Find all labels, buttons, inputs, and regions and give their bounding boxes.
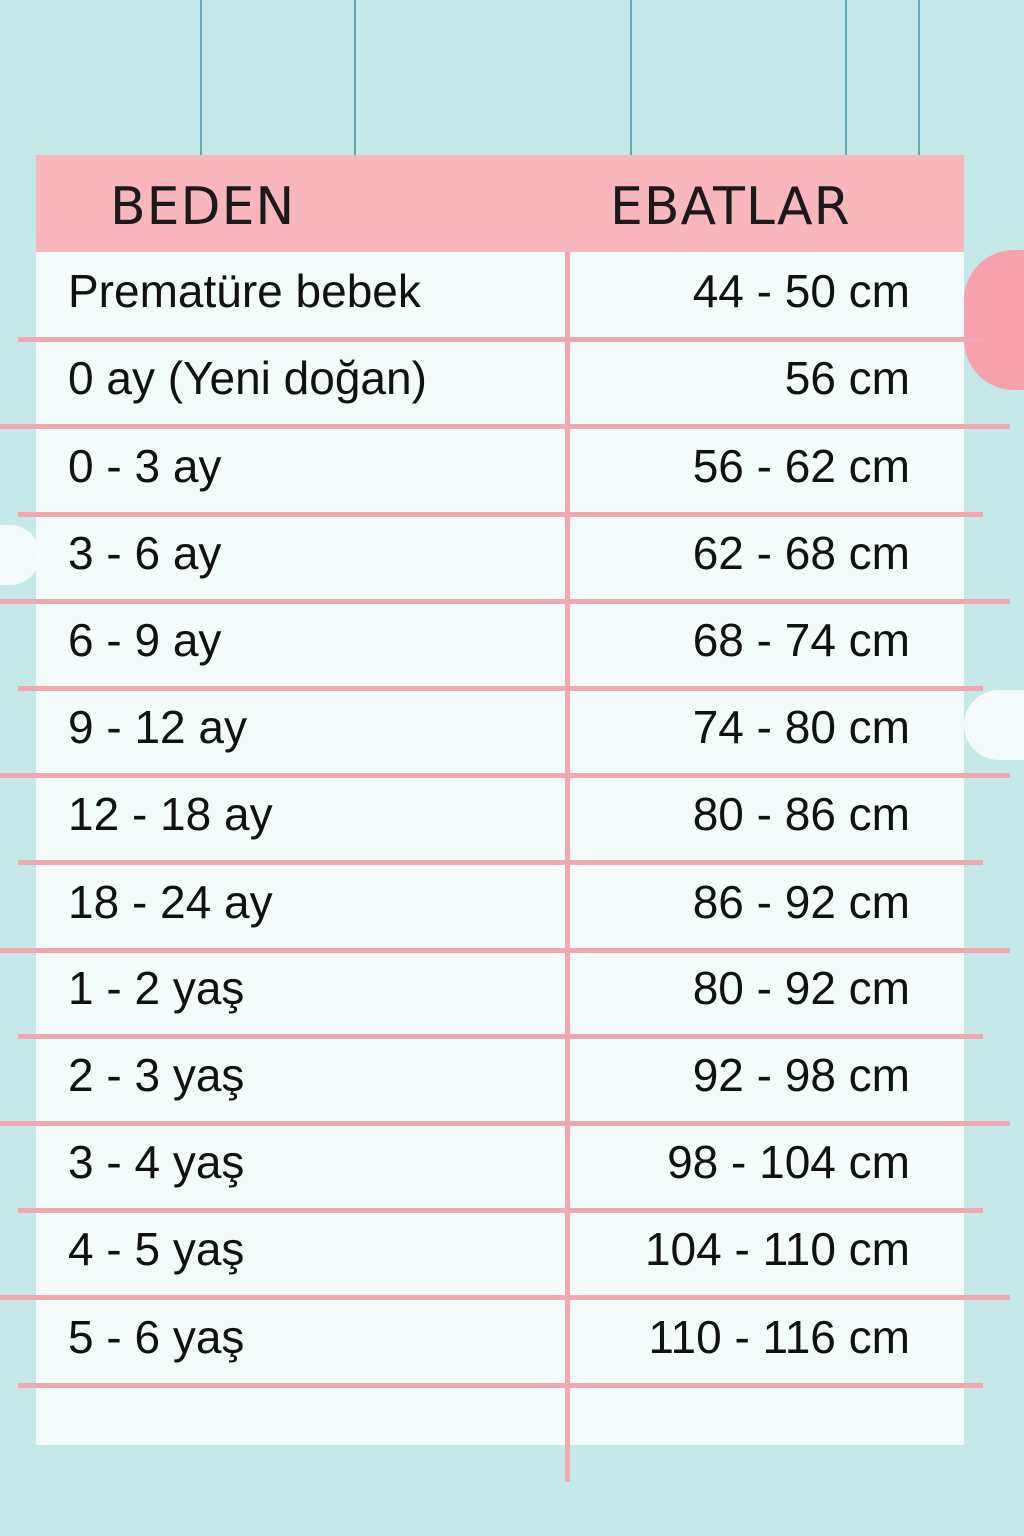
cloud-decoration xyxy=(0,525,40,585)
table-row: 3 - 6 ay 62 - 68 cm xyxy=(36,514,964,601)
table-row: 2 - 3 yaş 92 - 98 cm xyxy=(36,1036,964,1123)
header-size: BEDEN xyxy=(110,177,296,237)
table-row: 0 - 3 ay 56 - 62 cm xyxy=(36,427,964,514)
table-row: 0 ay (Yeni doğan) 56 cm xyxy=(36,339,964,426)
table-row: 5 - 6 yaş 110 - 116 cm xyxy=(36,1298,964,1385)
row-divider xyxy=(0,773,1010,778)
row-divider xyxy=(18,337,983,342)
row-divider xyxy=(18,1034,983,1039)
column-divider xyxy=(565,252,570,1482)
table-row: Prematüre bebek 44 - 50 cm xyxy=(36,252,964,339)
row-divider xyxy=(18,512,983,517)
row-divider xyxy=(0,424,1010,429)
hanging-string xyxy=(200,0,202,155)
cloud-decoration xyxy=(964,690,1024,760)
size-cell: 0 ay (Yeni doğan) xyxy=(68,352,427,404)
size-chart-table: BEDEN EBATLAR Prematüre bebek 44 - 50 cm 0… xyxy=(36,155,964,1445)
row-divider xyxy=(0,1295,1010,1300)
size-cell: 5 - 6 yaş xyxy=(68,1311,245,1363)
hanging-string xyxy=(918,0,920,155)
dimension-cell: 92 - 98 cm xyxy=(692,1049,910,1101)
hanging-string xyxy=(845,0,847,155)
row-divider xyxy=(0,948,1010,953)
table-row: 3 - 4 yaş 98 - 104 cm xyxy=(36,1123,964,1210)
size-cell: 12 - 18 ay xyxy=(68,788,273,840)
table-row: 6 - 9 ay 68 - 74 cm xyxy=(36,601,964,688)
table-header: BEDEN EBATLAR xyxy=(36,155,964,252)
table-row: 18 - 24 ay 86 - 92 cm xyxy=(36,863,964,950)
row-divider xyxy=(0,599,1010,604)
row-divider xyxy=(18,686,983,691)
row-divider xyxy=(0,1121,1010,1126)
size-cell: 3 - 4 yaş xyxy=(68,1136,245,1188)
row-divider xyxy=(18,1208,983,1213)
table-row: 4 - 5 yaş 104 - 110 cm xyxy=(36,1210,964,1297)
row-divider xyxy=(18,860,983,865)
size-cell: 6 - 9 ay xyxy=(68,614,222,666)
dimension-cell: 80 - 92 cm xyxy=(692,962,910,1014)
size-cell: 4 - 5 yaş xyxy=(68,1223,245,1275)
dimension-cell: 44 - 50 cm xyxy=(692,265,910,317)
size-cell: 3 - 6 ay xyxy=(68,527,222,579)
table-row: 12 - 18 ay 80 - 86 cm xyxy=(36,775,964,862)
dimension-cell: 98 - 104 cm xyxy=(667,1136,910,1188)
dimension-cell: 56 cm xyxy=(784,352,910,404)
size-cell: 18 - 24 ay xyxy=(68,876,273,928)
dimension-cell: 62 - 68 cm xyxy=(692,527,910,579)
dimension-cell: 86 - 92 cm xyxy=(692,876,910,928)
hanging-string xyxy=(354,0,356,155)
table-row: 1 - 2 yaş 80 - 92 cm xyxy=(36,949,964,1036)
dimension-cell: 68 - 74 cm xyxy=(692,614,910,666)
size-cell: 2 - 3 yaş xyxy=(68,1049,245,1101)
header-dimension: EBATLAR xyxy=(610,177,851,237)
size-cell: Prematüre bebek xyxy=(68,265,421,317)
row-divider xyxy=(18,1383,983,1388)
dimension-cell: 74 - 80 cm xyxy=(692,701,910,753)
size-cell: 1 - 2 yaş xyxy=(68,962,245,1014)
size-cell: 9 - 12 ay xyxy=(68,701,247,753)
hanging-string xyxy=(630,0,632,155)
dimension-cell: 80 - 86 cm xyxy=(692,788,910,840)
dimension-cell: 56 - 62 cm xyxy=(692,440,910,492)
dimension-cell: 110 - 116 cm xyxy=(648,1311,910,1363)
size-cell: 0 - 3 ay xyxy=(68,440,222,492)
bib-decoration xyxy=(964,250,1024,390)
table-row: 9 - 12 ay 74 - 80 cm xyxy=(36,688,964,775)
dimension-cell: 104 - 110 cm xyxy=(644,1223,910,1275)
